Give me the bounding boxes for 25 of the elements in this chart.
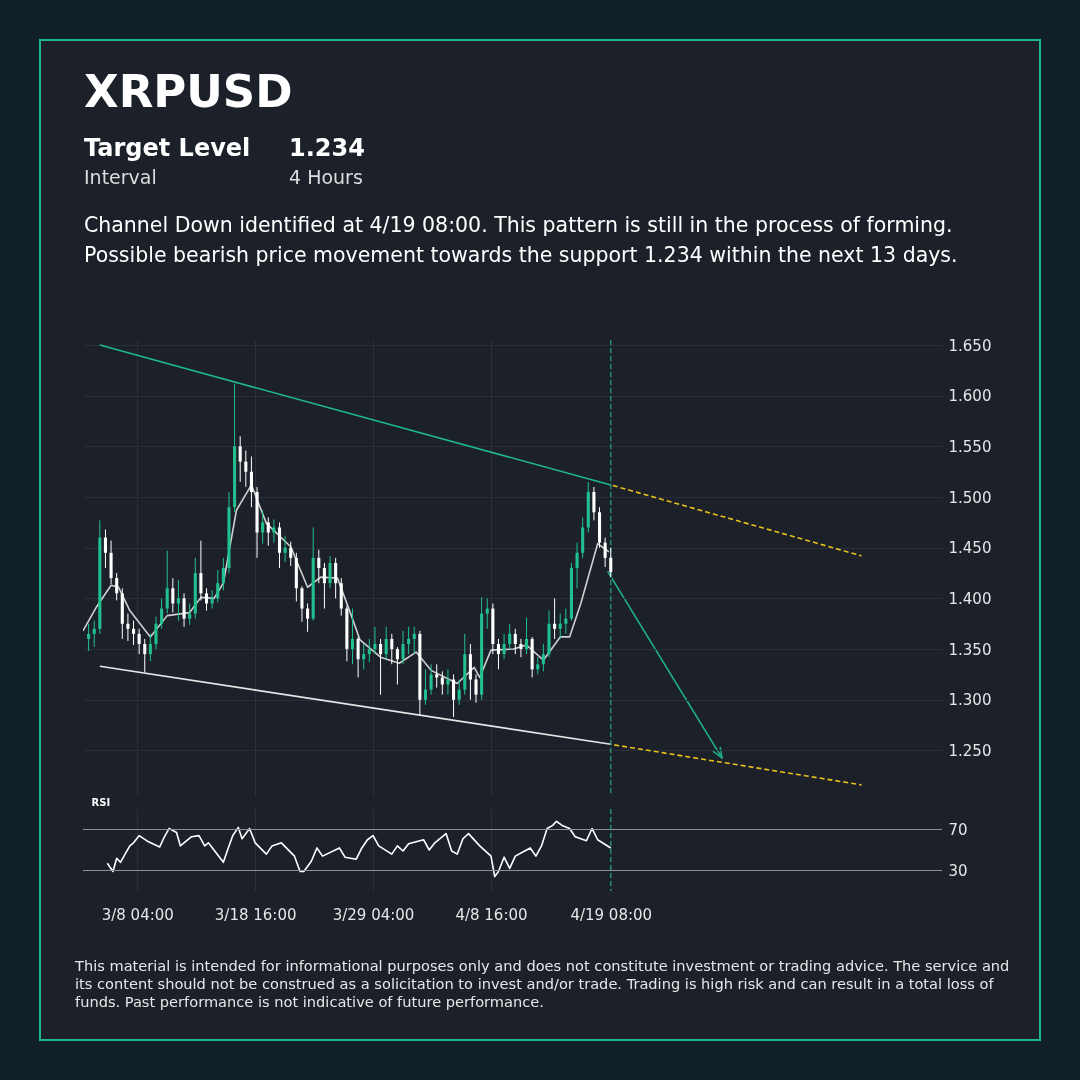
x-tick-label: 4/19 08:00 bbox=[570, 905, 653, 924]
y-tick-label: 1.400 bbox=[948, 589, 992, 608]
text: 1.234 bbox=[289, 134, 365, 163]
y-tick-label: 1.300 bbox=[948, 691, 992, 710]
y-tick-label: 1.350 bbox=[948, 640, 992, 659]
y-tick-label: 30 bbox=[948, 862, 968, 880]
y-tick-label: 1.600 bbox=[948, 387, 992, 406]
x-tick-label: 3/18 16:00 bbox=[214, 905, 297, 924]
text: Possible bearish price movement towards the support 1.234 within the next 13 days. bbox=[84, 243, 958, 268]
y-tick-label: 1.500 bbox=[948, 488, 992, 507]
text: Interval bbox=[84, 166, 157, 189]
text: This material is intended for informational purposes only and does not constitute investment or trading advice. The service and its content should not be construed as a solicitation to invest and/or trade. Trading is high risk and can result in a total loss of funds. Past performance is not indicative of future performance. bbox=[75, 957, 1011, 1011]
x-tick-label: 3/29 04:00 bbox=[332, 905, 415, 924]
chart-title: RSI bbox=[91, 796, 111, 808]
chart-title: XRPUSD bbox=[84, 65, 293, 119]
text: Target Level bbox=[84, 134, 251, 163]
y-tick-label: 70 bbox=[948, 821, 968, 839]
y-tick-label: 1.650 bbox=[948, 336, 992, 355]
x-tick-label: 4/8 16:00 bbox=[455, 905, 528, 924]
text: 4 Hours bbox=[289, 166, 363, 189]
x-tick-label: 3/8 04:00 bbox=[101, 905, 174, 924]
y-tick-label: 1.250 bbox=[948, 741, 992, 760]
text: Channel Down identified at 4/19 08:00. This pattern is still in the process of forming. bbox=[84, 213, 953, 238]
y-tick-label: 1.550 bbox=[948, 437, 992, 456]
y-tick-label: 1.450 bbox=[948, 539, 992, 558]
